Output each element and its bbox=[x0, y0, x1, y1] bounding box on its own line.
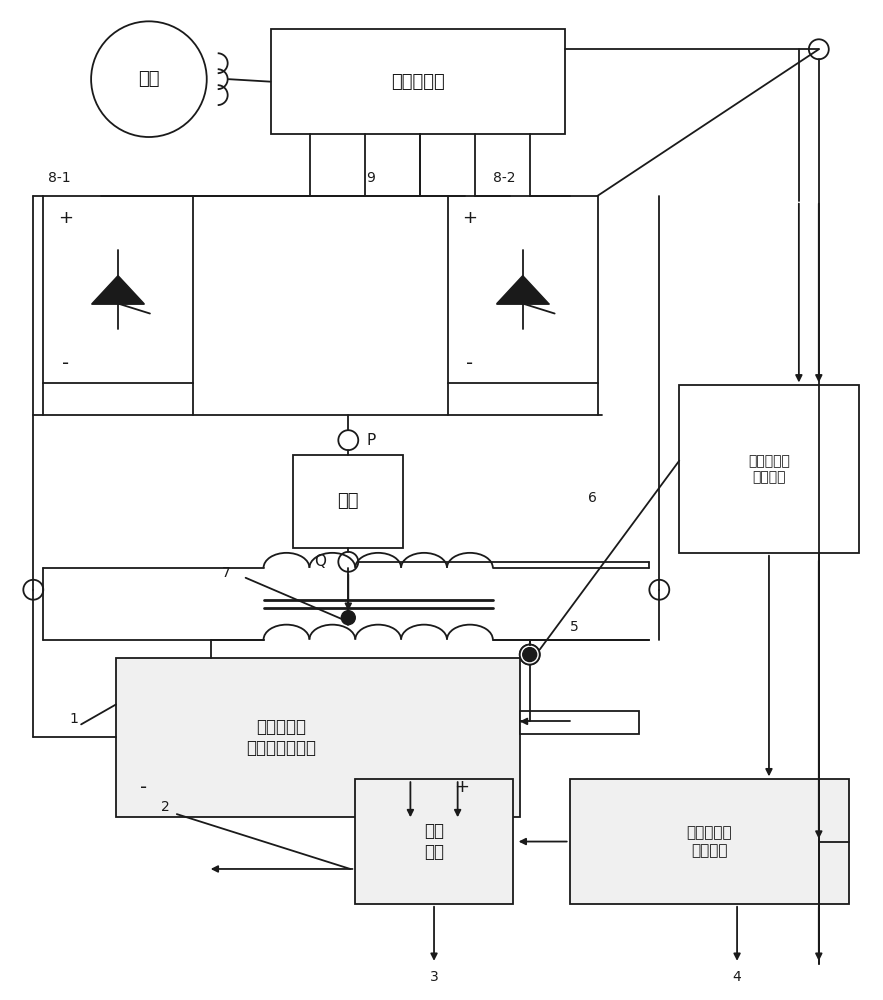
Text: 9: 9 bbox=[366, 171, 374, 185]
Text: 8-1: 8-1 bbox=[49, 171, 71, 185]
Bar bbox=[43, 196, 192, 383]
Bar bbox=[570, 779, 849, 904]
Circle shape bbox=[342, 611, 355, 625]
Circle shape bbox=[649, 580, 669, 600]
Text: +: + bbox=[455, 778, 470, 796]
Bar bbox=[448, 196, 598, 383]
Text: 4: 4 bbox=[733, 970, 742, 984]
Text: 7: 7 bbox=[222, 566, 230, 580]
Circle shape bbox=[91, 21, 207, 137]
Text: 3: 3 bbox=[430, 970, 438, 984]
Bar bbox=[270, 29, 564, 134]
Text: 同步及相位
控制电路: 同步及相位 控制电路 bbox=[748, 454, 790, 484]
Text: 2: 2 bbox=[161, 800, 170, 814]
Circle shape bbox=[338, 430, 358, 450]
Circle shape bbox=[523, 648, 537, 662]
Text: -: - bbox=[466, 354, 473, 373]
Text: 8-2: 8-2 bbox=[493, 171, 516, 185]
Text: 5: 5 bbox=[570, 620, 578, 634]
Text: 1: 1 bbox=[69, 712, 78, 726]
Text: 移相变压器: 移相变压器 bbox=[390, 73, 444, 91]
Text: 电网: 电网 bbox=[138, 70, 160, 88]
Text: P: P bbox=[366, 433, 375, 448]
Circle shape bbox=[523, 648, 537, 662]
Text: 驱动
电路: 驱动 电路 bbox=[424, 822, 444, 861]
Text: 6: 6 bbox=[587, 491, 596, 505]
Bar bbox=[293, 455, 404, 548]
Text: 六倍频电流
三角波逆变电路: 六倍频电流 三角波逆变电路 bbox=[246, 718, 316, 757]
Text: Q: Q bbox=[314, 554, 327, 569]
Circle shape bbox=[520, 645, 540, 665]
Circle shape bbox=[23, 580, 43, 600]
Bar bbox=[116, 658, 520, 817]
Text: +: + bbox=[463, 209, 478, 227]
Text: 信号处理及
控制电路: 信号处理及 控制电路 bbox=[686, 825, 732, 858]
Bar bbox=[520, 711, 639, 734]
Text: +: + bbox=[57, 209, 72, 227]
Polygon shape bbox=[92, 276, 144, 304]
Bar bbox=[355, 779, 513, 904]
Circle shape bbox=[338, 552, 358, 572]
Polygon shape bbox=[497, 276, 548, 304]
Bar bbox=[679, 385, 858, 553]
Circle shape bbox=[523, 648, 537, 662]
Circle shape bbox=[809, 39, 829, 59]
Circle shape bbox=[520, 645, 540, 665]
Text: 负载: 负载 bbox=[337, 492, 359, 510]
Text: -: - bbox=[140, 778, 147, 797]
Text: -: - bbox=[62, 354, 69, 373]
